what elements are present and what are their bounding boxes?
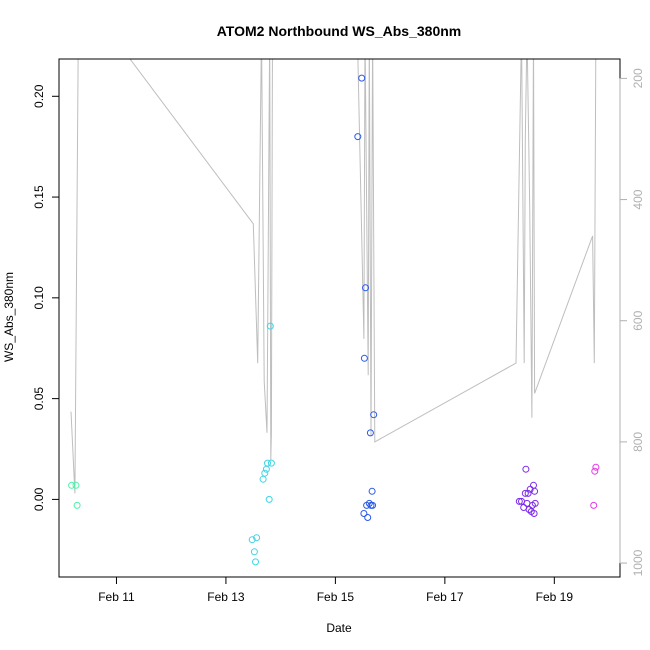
data-point-31: [522, 465, 530, 473]
points-layer: [68, 74, 600, 566]
data-point-13: [267, 459, 275, 467]
data-point-22: [366, 429, 374, 437]
data-point-1: [72, 481, 80, 489]
data-point-5: [252, 558, 259, 566]
data-point-25: [369, 501, 377, 509]
line-series-layer: [70, 59, 597, 494]
x-tick-label-0: Feb 11: [98, 590, 135, 604]
data-point-2: [73, 501, 81, 509]
y-axis-label: WS_Abs_380nm: [2, 272, 16, 362]
y-tick-label-0: 0.00: [32, 487, 46, 511]
data-point-9: [262, 465, 270, 473]
data-point-40: [531, 487, 539, 495]
data-point-24: [368, 487, 376, 495]
chart-title: ATOM2 Northbound WS_Abs_380nm: [217, 23, 462, 39]
data-point-33: [524, 489, 532, 497]
data-point-6: [253, 534, 261, 542]
data-point-15: [358, 74, 366, 82]
x-axis-label: Date: [326, 621, 352, 635]
y-axis: 0.00 0.05 0.10 0.15 0.20: [32, 84, 60, 511]
y-tick-label-4: 0.20: [32, 84, 46, 108]
data-point-0: [68, 481, 76, 489]
data-point-8: [261, 469, 269, 477]
right-tick-label-3: 800: [631, 432, 645, 452]
data-point-4: [250, 548, 258, 556]
data-point-12: [266, 322, 274, 330]
data-point-18: [362, 284, 369, 292]
data-point-43: [591, 467, 599, 475]
data-point-30: [521, 489, 529, 497]
y-tick-label-2: 0.10: [32, 286, 46, 310]
right-axis: 200 400 600 800 1000: [619, 68, 645, 576]
data-point-42: [590, 501, 598, 509]
x-tick-label-2: Feb 15: [317, 590, 355, 604]
data-point-38: [530, 481, 537, 489]
data-point-39: [530, 510, 538, 517]
data-point-16: [360, 510, 368, 517]
data-point-10: [264, 459, 271, 467]
data-point-20: [364, 514, 372, 521]
data-point-3: [248, 536, 256, 544]
data-point-11: [265, 495, 273, 503]
data-point-14: [354, 133, 362, 141]
right-tick-label-4: 1000: [631, 549, 645, 576]
x-tick-label-3: Feb 17: [426, 590, 464, 604]
right-tick-label-0: 200: [631, 68, 645, 88]
data-point-41: [531, 499, 539, 507]
x-tick-label-4: Feb 19: [536, 590, 574, 604]
x-axis: Feb 11 Feb 13 Feb 15 Feb 17 Feb 19: [98, 576, 574, 604]
data-point-17: [360, 354, 368, 362]
right-tick-label-2: 600: [631, 310, 645, 330]
data-point-26: [370, 411, 378, 419]
y-tick-label-3: 0.15: [32, 185, 46, 209]
data-point-7: [259, 475, 267, 483]
data-point-27: [515, 497, 523, 505]
x-tick-label-1: Feb 13: [207, 590, 245, 604]
data-point-44: [592, 463, 600, 471]
y-tick-label-1: 0.05: [32, 387, 46, 411]
right-tick-label-1: 400: [631, 189, 645, 209]
series-line: [70, 59, 597, 494]
plot-frame: [58, 58, 621, 578]
